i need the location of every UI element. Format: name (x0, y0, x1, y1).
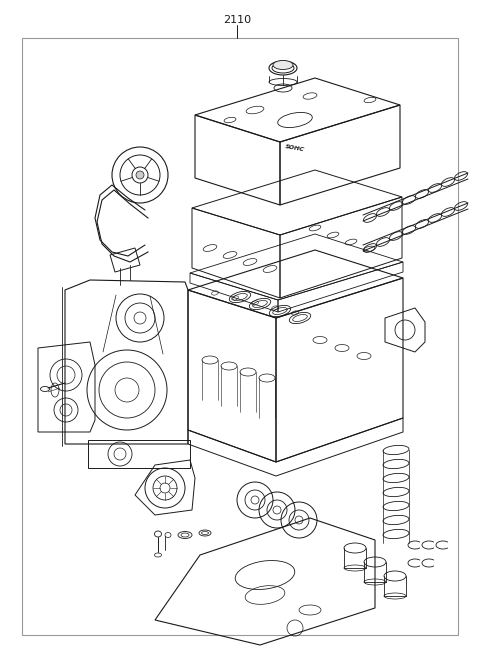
Text: 2110: 2110 (223, 15, 251, 25)
Text: SOHC: SOHC (285, 144, 305, 152)
Circle shape (136, 171, 144, 179)
Ellipse shape (273, 60, 293, 70)
